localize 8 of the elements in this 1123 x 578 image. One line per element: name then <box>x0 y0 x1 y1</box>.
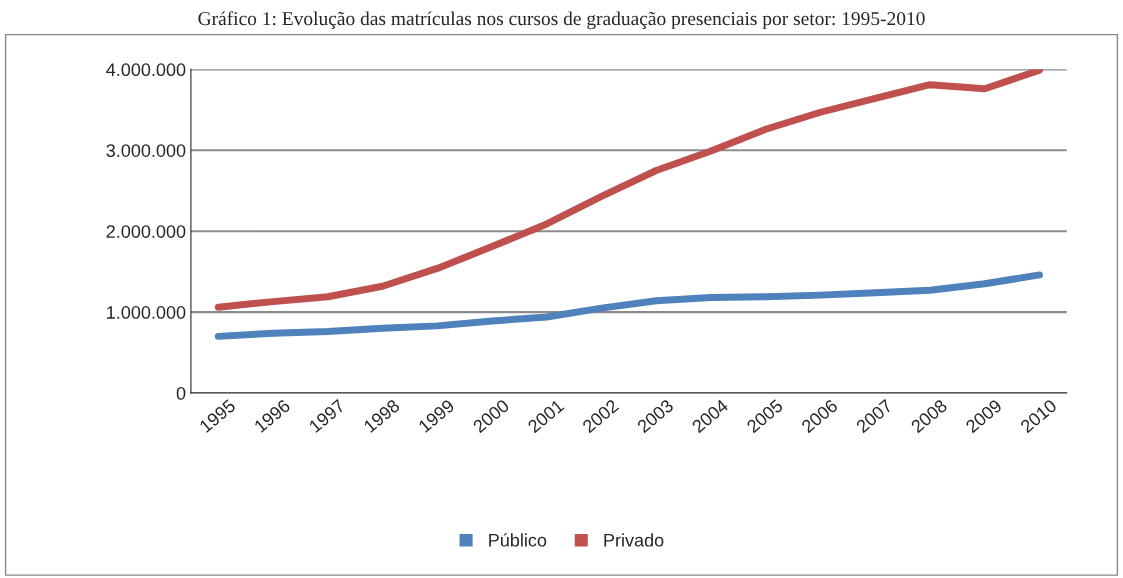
y-tick-label: 0 <box>176 386 186 400</box>
y-tick-label: 3.000.000 <box>106 144 186 157</box>
y-tick-label: 2.000.000 <box>106 225 186 238</box>
y-tick-label: 1.000.000 <box>107 306 186 319</box>
legend-label: Público <box>489 533 547 547</box>
chart-title: Gráfico 1: Evolução das matrículas nos cursos de graduação presenciais por setor: 1995-2010 <box>198 11 925 30</box>
y-tick-label: 4.000.000 <box>106 63 186 77</box>
legend-label: Privado <box>604 533 664 547</box>
